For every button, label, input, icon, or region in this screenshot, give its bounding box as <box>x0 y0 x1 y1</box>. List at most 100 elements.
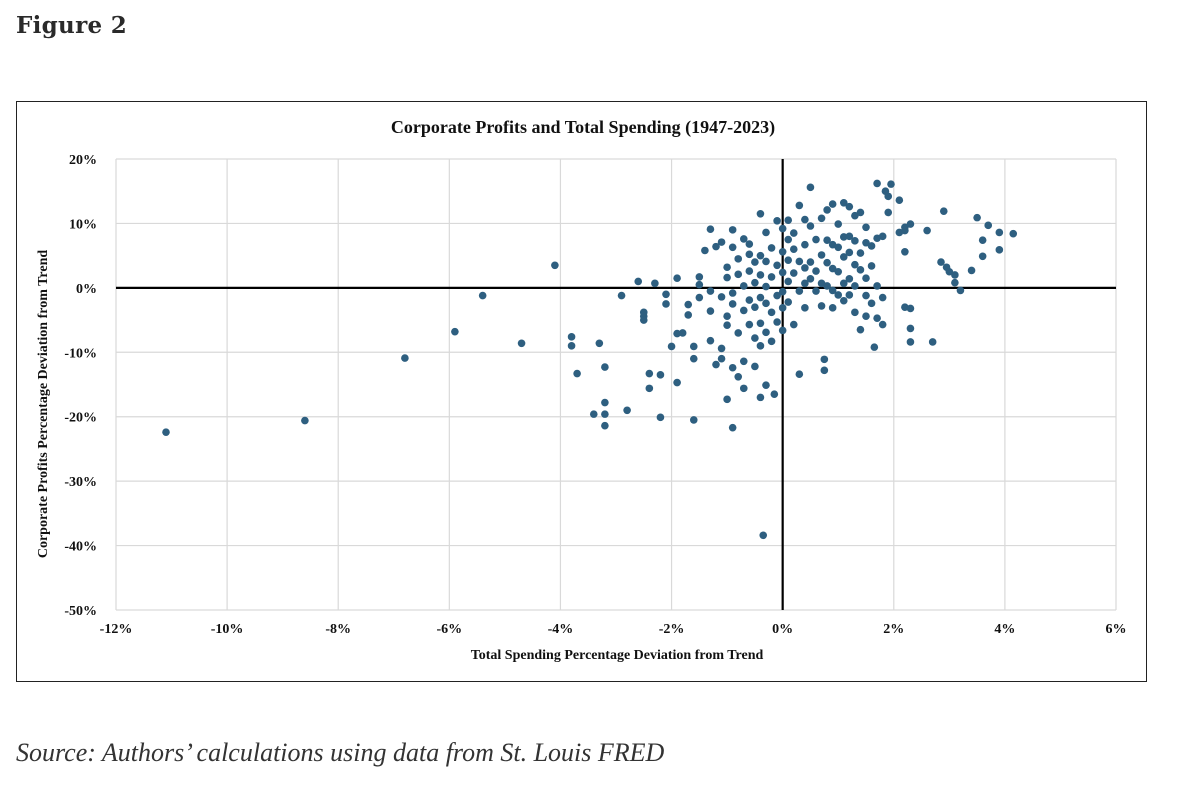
data-point <box>817 214 826 223</box>
data-point <box>789 245 798 253</box>
data-point <box>695 280 704 289</box>
data-point <box>801 215 809 224</box>
data-point <box>901 247 909 256</box>
data-point <box>873 282 881 290</box>
data-point <box>551 261 559 270</box>
data-point <box>856 325 865 334</box>
data-point <box>739 282 748 290</box>
data-point <box>784 216 793 225</box>
y-tick-labels: 20% 10% 0% -10% -20% -30% -40% -50% <box>64 153 97 619</box>
x-tick-label: -6% <box>436 622 462 637</box>
y-tick-label: -50% <box>64 604 97 619</box>
data-point <box>867 262 876 270</box>
data-point <box>773 291 781 300</box>
data-point <box>834 267 843 276</box>
data-point <box>778 268 787 277</box>
data-point <box>723 312 731 321</box>
y-tick-label: 20% <box>69 153 97 168</box>
data-point <box>623 406 631 415</box>
y-tick-label: -40% <box>64 540 97 555</box>
data-point <box>823 258 831 267</box>
axes <box>116 159 1116 610</box>
chart-title: Corporate Profits and Total Spending (19… <box>391 117 775 138</box>
data-point <box>751 278 759 287</box>
data-point <box>701 246 709 255</box>
data-point <box>845 202 854 211</box>
data-point <box>851 211 859 220</box>
data-point <box>678 329 687 337</box>
data-point <box>884 208 893 217</box>
data-point <box>751 258 759 266</box>
data-point <box>851 237 859 245</box>
data-point <box>739 235 748 243</box>
data-point <box>801 240 809 249</box>
data-point <box>734 372 743 381</box>
data-point <box>767 273 776 281</box>
x-tick-label: -10% <box>211 622 244 637</box>
data-point <box>684 300 693 309</box>
data-point <box>951 278 959 287</box>
data-point <box>906 324 915 333</box>
data-point <box>706 307 715 315</box>
data-point <box>162 428 170 436</box>
data-point <box>745 320 754 329</box>
x-tick-label: -4% <box>548 622 574 637</box>
data-point <box>723 321 731 330</box>
data-point <box>956 286 965 295</box>
data-point <box>784 235 793 244</box>
data-point <box>684 311 693 319</box>
figure-label: Figure 2 <box>16 12 128 39</box>
data-point <box>759 531 768 540</box>
data-point <box>801 264 809 272</box>
x-tick-label: -8% <box>325 622 351 637</box>
data-point <box>878 293 887 302</box>
data-point <box>862 223 870 232</box>
data-point <box>845 248 854 257</box>
data-point <box>967 266 976 275</box>
data-point <box>739 357 748 366</box>
data-point <box>706 336 715 345</box>
data-point <box>739 384 748 393</box>
y-tick-label: -20% <box>64 411 97 426</box>
data-point <box>823 206 831 214</box>
data-point <box>601 410 609 418</box>
y-tick-label: 0% <box>76 282 97 297</box>
data-point <box>589 410 598 418</box>
data-point <box>828 264 837 273</box>
data-point <box>689 416 698 424</box>
data-point <box>820 366 829 375</box>
data-point <box>734 329 743 337</box>
data-point <box>995 228 1004 237</box>
data-point <box>717 344 726 353</box>
data-point <box>845 232 854 241</box>
data-point <box>812 287 820 295</box>
data-point <box>901 226 909 235</box>
data-point <box>867 299 876 308</box>
data-point <box>601 363 609 371</box>
x-tick-label: 6% <box>1106 622 1127 637</box>
data-point <box>723 395 731 404</box>
data-point <box>745 267 754 275</box>
data-point <box>762 228 770 237</box>
data-point <box>767 337 776 346</box>
data-point <box>695 273 704 281</box>
data-point <box>756 319 765 328</box>
data-point <box>778 247 787 256</box>
data-point <box>801 304 809 312</box>
data-point <box>695 293 704 302</box>
data-point <box>601 398 609 407</box>
data-point <box>906 220 915 228</box>
data-point <box>834 243 843 252</box>
data-point <box>712 242 720 251</box>
data-point <box>723 263 731 272</box>
data-point <box>878 232 887 241</box>
data-point <box>939 207 948 215</box>
data-point <box>784 298 793 306</box>
x-tick-label: 0% <box>772 622 793 637</box>
data-point <box>751 303 759 311</box>
data-point <box>773 217 781 225</box>
data-point <box>778 326 787 335</box>
data-point <box>756 209 765 218</box>
data-point <box>773 318 781 326</box>
data-point <box>756 271 765 279</box>
